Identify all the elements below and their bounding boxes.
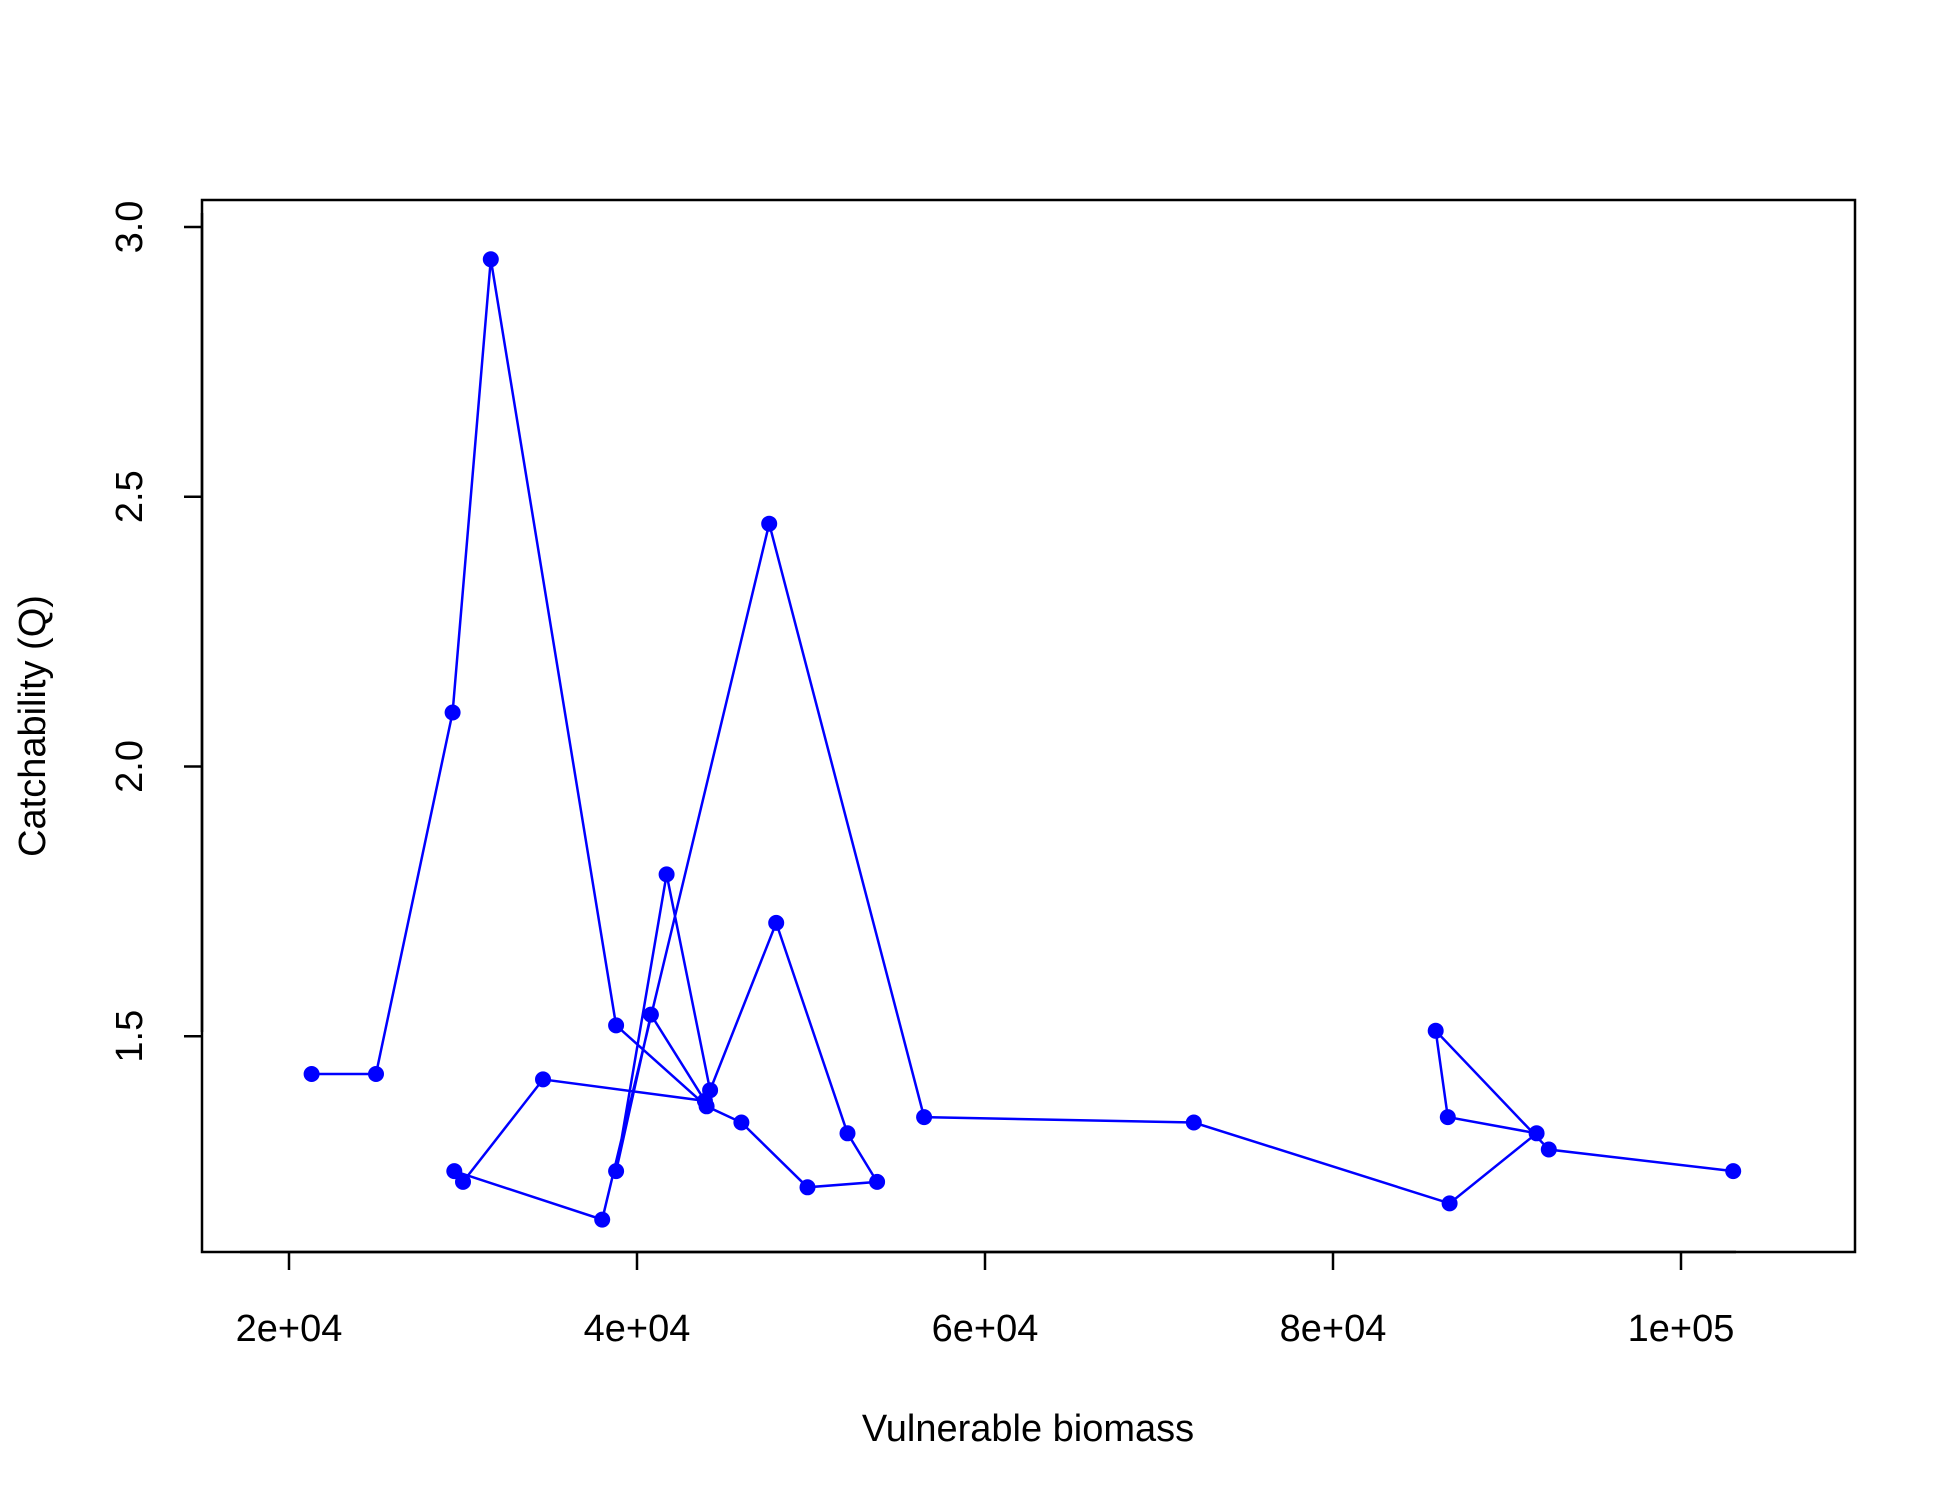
data-point <box>799 1179 816 1196</box>
data-point <box>1439 1109 1456 1126</box>
data-point <box>1427 1022 1444 1039</box>
y-tick-label: 3.0 <box>109 201 151 254</box>
data-point <box>444 704 461 721</box>
data-point <box>761 515 778 532</box>
data-point <box>608 1017 625 1034</box>
data-point <box>869 1173 886 1190</box>
data-point <box>1540 1141 1557 1158</box>
y-axis-label: Catchability (Q) <box>12 595 54 857</box>
y-ticks: 1.5 2.0 2.5 3.0 <box>109 201 202 1063</box>
x-tick-label: 4e+04 <box>584 1308 691 1350</box>
y-tick-label: 1.5 <box>109 1010 151 1063</box>
data-point <box>608 1163 625 1180</box>
data-point <box>455 1173 471 1190</box>
data-point <box>658 866 675 883</box>
data-point <box>535 1071 551 1088</box>
x-ticks: 2e+04 4e+04 6e+04 8e+04 1e+05 <box>236 1252 1735 1350</box>
data-point <box>696 1092 713 1109</box>
series-group <box>303 251 1742 1228</box>
x-axis-label: Vulnerable biomass <box>862 1408 1194 1450</box>
x-tick-label: 8e+04 <box>1280 1308 1387 1350</box>
data-point <box>642 1006 659 1023</box>
data-point <box>594 1211 611 1228</box>
data-point <box>303 1066 320 1082</box>
data-point <box>1725 1163 1742 1180</box>
data-point <box>368 1066 384 1082</box>
x-tick-label: 2e+04 <box>236 1308 343 1350</box>
data-point <box>1528 1125 1545 1142</box>
data-point <box>768 914 785 931</box>
data-point <box>839 1125 856 1142</box>
y-tick-label: 2.0 <box>109 740 151 793</box>
y-tick-label: 2.5 <box>109 470 151 523</box>
data-point <box>733 1114 750 1131</box>
data-point <box>482 251 499 268</box>
data-point <box>1441 1195 1458 1212</box>
data-point <box>1185 1114 1202 1131</box>
x-tick-label: 1e+05 <box>1628 1308 1735 1350</box>
data-point <box>916 1109 933 1126</box>
data-point <box>446 1163 463 1180</box>
x-tick-label: 6e+04 <box>932 1308 1039 1350</box>
series-line <box>311 259 1734 1222</box>
